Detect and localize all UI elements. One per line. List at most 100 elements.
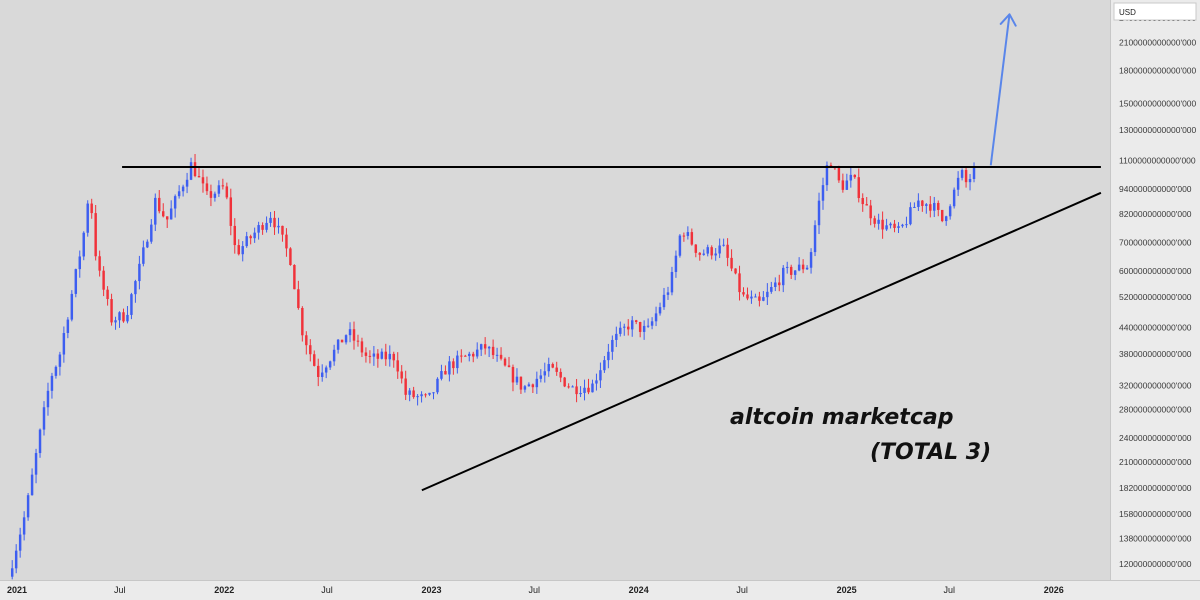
price-tick-label: 820000000000'000 bbox=[1119, 209, 1192, 219]
candle-body bbox=[758, 296, 761, 301]
candle-body bbox=[400, 371, 403, 379]
candle-body bbox=[213, 193, 217, 198]
candle-body bbox=[913, 206, 916, 208]
candle-body bbox=[475, 349, 479, 357]
candle-body bbox=[937, 202, 940, 210]
candle-body bbox=[269, 217, 272, 223]
candle-body bbox=[14, 550, 18, 569]
candle-body bbox=[328, 361, 332, 368]
candle-body bbox=[126, 314, 129, 322]
candle-body bbox=[420, 394, 423, 397]
candle-body bbox=[146, 241, 149, 248]
candle-body bbox=[710, 247, 713, 256]
arrow-head bbox=[999, 13, 1017, 27]
candle-body bbox=[535, 378, 539, 388]
candle-body bbox=[861, 198, 864, 205]
candle-body bbox=[177, 191, 181, 197]
candle-body bbox=[539, 375, 543, 379]
candle-body bbox=[189, 162, 193, 180]
candle-body bbox=[50, 375, 54, 391]
candle-body bbox=[281, 225, 284, 235]
candle-body bbox=[273, 217, 276, 228]
candle-body bbox=[793, 270, 797, 275]
candle-body bbox=[547, 364, 550, 372]
candle-body bbox=[563, 377, 566, 387]
candle-body bbox=[607, 351, 610, 361]
candle-body bbox=[809, 252, 813, 268]
candle-body bbox=[78, 256, 81, 270]
candle-body bbox=[686, 232, 690, 236]
candle-body bbox=[742, 292, 745, 295]
candle-body bbox=[877, 219, 880, 224]
price-tick-label: 940000000000'000 bbox=[1119, 184, 1192, 194]
candle-body bbox=[515, 376, 519, 383]
candle-body bbox=[694, 244, 698, 253]
candle-body bbox=[857, 177, 860, 199]
candle-body bbox=[464, 355, 467, 357]
candle-body bbox=[972, 166, 976, 179]
candle-body bbox=[257, 225, 260, 233]
rising-support-trendline[interactable] bbox=[421, 191, 1102, 492]
candle-body bbox=[678, 235, 682, 256]
candle-body bbox=[348, 329, 352, 336]
candle-body bbox=[901, 224, 904, 227]
candle-body bbox=[507, 365, 511, 367]
candle-body bbox=[432, 392, 435, 394]
price-tick-label: 182000000000'000 bbox=[1119, 483, 1192, 493]
candle-body bbox=[845, 180, 849, 190]
candle-body bbox=[181, 186, 185, 192]
candle-body bbox=[623, 326, 626, 328]
candle-body bbox=[519, 376, 523, 390]
candle-body bbox=[261, 225, 264, 230]
candle-body bbox=[893, 223, 896, 228]
candle-body bbox=[495, 354, 499, 356]
price-axis-background bbox=[1110, 0, 1200, 580]
currency-selector[interactable]: USD bbox=[1113, 2, 1197, 21]
annotation-altcoin-marketcap: altcoin marketcap bbox=[730, 405, 953, 430]
time-tick-label: 2021 bbox=[7, 585, 27, 595]
time-tick-label: Jul bbox=[321, 585, 333, 595]
candle-body bbox=[479, 344, 483, 350]
candle-body bbox=[837, 167, 841, 181]
candle-body bbox=[611, 339, 614, 352]
candle-body bbox=[642, 325, 646, 332]
candle-body bbox=[340, 339, 344, 343]
price-tick-label: 158000000000'000 bbox=[1119, 509, 1192, 519]
candle-body bbox=[968, 178, 972, 183]
candle-body bbox=[412, 390, 415, 398]
candle-body bbox=[925, 204, 928, 206]
price-tick-label: 1300000000000'000 bbox=[1119, 125, 1197, 135]
candle-body bbox=[42, 407, 46, 430]
candle-body bbox=[18, 534, 22, 551]
candle-body bbox=[372, 353, 376, 357]
candle-body bbox=[817, 200, 821, 226]
candle-body bbox=[98, 256, 101, 271]
candle-body bbox=[245, 236, 248, 247]
candle-body bbox=[662, 294, 666, 308]
time-tick-label: 2024 bbox=[629, 585, 649, 595]
candle-body bbox=[619, 327, 622, 334]
candle-body bbox=[797, 264, 801, 271]
candle-body bbox=[551, 364, 554, 368]
candle-body bbox=[428, 392, 431, 395]
candle-body bbox=[762, 297, 765, 301]
price-tick-label: 2100000000000'000 bbox=[1119, 37, 1197, 47]
candle-body bbox=[62, 333, 66, 355]
candle-body bbox=[162, 211, 165, 217]
candles-group bbox=[10, 154, 976, 580]
candle-body bbox=[34, 453, 38, 475]
candle-body bbox=[22, 517, 26, 535]
projection-arrow[interactable] bbox=[989, 13, 1017, 166]
candle-body bbox=[821, 185, 825, 201]
candle-body bbox=[376, 353, 380, 359]
candle-body bbox=[881, 219, 884, 230]
candle-body bbox=[543, 371, 547, 376]
candle-body bbox=[487, 346, 491, 349]
candle-body bbox=[789, 266, 793, 275]
candle-body bbox=[801, 264, 805, 270]
candle-body bbox=[324, 367, 328, 373]
candle-body bbox=[849, 174, 853, 181]
candle-body bbox=[933, 202, 936, 211]
candle-body bbox=[670, 271, 674, 293]
